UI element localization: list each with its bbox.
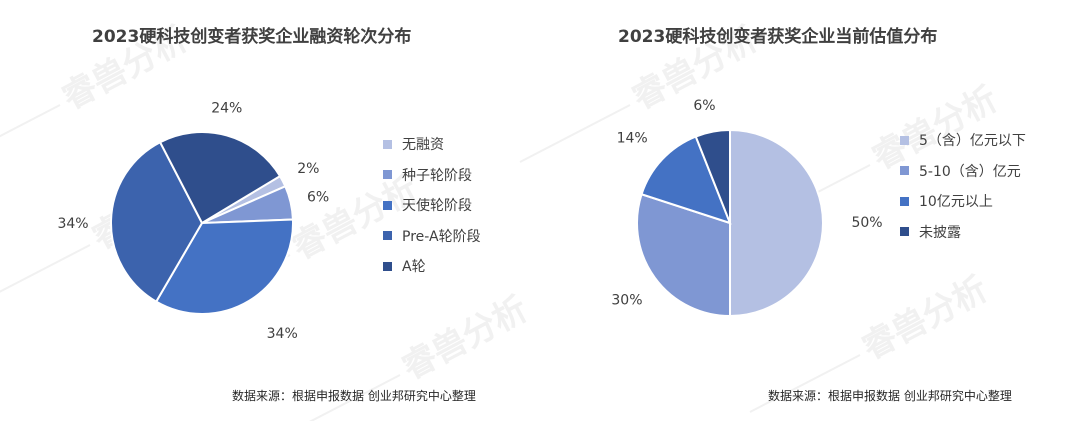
right-legend-item-3: 未披露 (900, 217, 1026, 248)
right-legend-item-0: 5（含）亿元以下 (900, 125, 1026, 156)
left-data-label-1: 6% (307, 190, 329, 206)
left-legend-swatch-2 (383, 200, 392, 210)
left-legend-item-4: A轮 (383, 251, 481, 282)
left-legend-label-0: 无融资 (402, 137, 444, 154)
left-slice-4 (158, 131, 282, 225)
right-slice-1 (636, 193, 731, 318)
left-chart-source: 数据来源：根据申报数据 创业邦研究中心整理 (232, 389, 476, 403)
right-chart-legend: 5（含）亿元以下 5-10（含）亿元 10亿元以上 未披露 (900, 125, 1026, 247)
right-legend-swatch-3 (900, 227, 909, 237)
right-data-label-3: 6% (693, 98, 715, 114)
right-data-label-1: 30% (611, 293, 642, 309)
left-chart-title: 2023硬科技创变者获奖企业融资轮次分布 (92, 27, 412, 47)
left-slice-3 (110, 140, 204, 304)
left-legend-swatch-3 (383, 231, 392, 241)
left-legend-label-1: 种子轮阶段 (402, 167, 472, 184)
right-chart-panel: 2023硬科技创变者获奖企业当前估值分布 50% 30% 14% 6% 5（含）亿元以… (540, 0, 1080, 421)
right-legend-label-2: 10亿元以上 (919, 194, 993, 211)
left-pie-chart: 2% 6% 34% 34% 24% (57, 100, 329, 342)
right-legend-label-3: 未披露 (919, 224, 961, 241)
right-legend-item-2: 10亿元以上 (900, 186, 1026, 217)
right-slice-0 (729, 128, 824, 318)
right-chart-title: 2023硬科技创变者获奖企业当前估值分布 (618, 27, 938, 47)
left-data-label-0: 2% (297, 161, 319, 177)
right-legend-swatch-2 (900, 196, 909, 206)
left-data-label-3: 34% (57, 216, 88, 232)
left-legend-label-4: A轮 (402, 259, 426, 276)
right-pie-chart: 50% 30% 14% 6% (611, 98, 883, 318)
left-data-label-4: 24% (211, 100, 242, 116)
left-legend-swatch-0 (383, 139, 392, 149)
left-chart-legend: 无融资种子轮阶段天使轮阶段 Pre-A轮阶段 A轮 (383, 129, 481, 282)
right-data-label-2: 14% (617, 130, 648, 146)
left-data-label-2: 34% (267, 326, 298, 342)
left-legend-label-2: 天使轮阶段 (402, 198, 472, 215)
left-legend-item-0: 无融资 (383, 129, 481, 160)
left-legend-item-2: 天使轮阶段 (383, 190, 481, 221)
right-legend-label-1: 5-10（含）亿元 (919, 163, 1021, 180)
left-legend-item-1: 种子轮阶段 (383, 160, 481, 191)
right-slice-3 (694, 128, 731, 224)
left-legend-swatch-4 (383, 261, 392, 271)
right-chart-source: 数据来源：根据申报数据 创业邦研究中心整理 (768, 389, 1012, 403)
right-legend-label-0: 5（含）亿元以下 (919, 133, 1026, 150)
right-slice-2 (640, 135, 732, 225)
right-data-label-0: 50% (851, 215, 882, 231)
right-legend-swatch-1 (900, 166, 909, 176)
left-chart-panel: 2023硬科技创变者获奖企业融资轮次分布 2% 6% 34% 34% 24% 无融资种子… (57, 27, 481, 403)
left-legend-item-3: Pre-A轮阶段 (383, 221, 481, 252)
left-legend-label-3: Pre-A轮阶段 (402, 228, 481, 245)
right-legend-swatch-0 (900, 135, 909, 145)
left-legend-swatch-1 (383, 170, 392, 180)
right-legend-item-1: 5-10（含）亿元 (900, 156, 1026, 187)
